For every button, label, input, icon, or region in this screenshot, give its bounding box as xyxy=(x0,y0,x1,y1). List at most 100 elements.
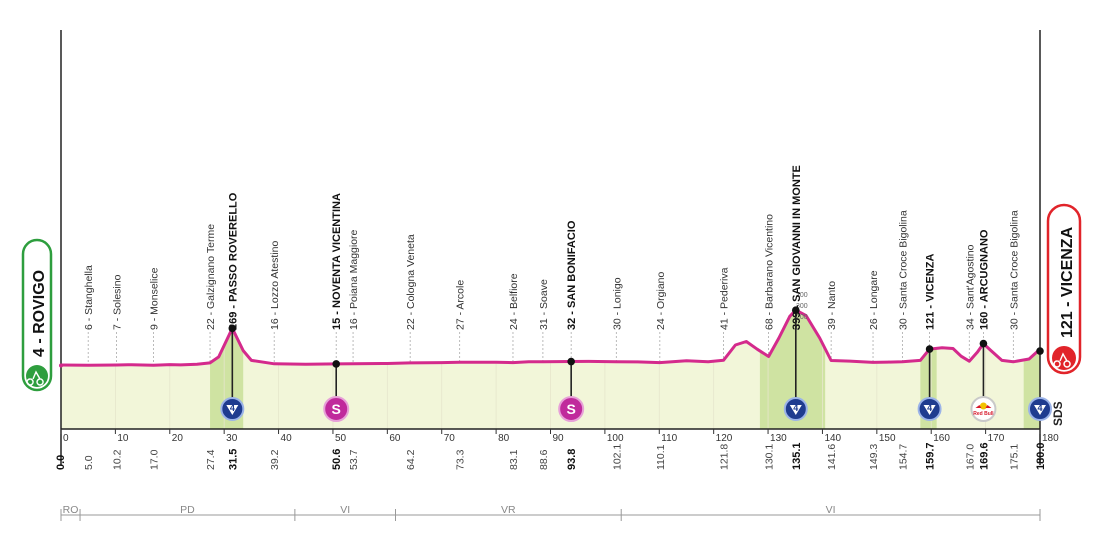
waypoint-label-21: 121 - VICENZA xyxy=(925,254,937,330)
finish-marker: 121 - VICENZA xyxy=(1046,203,1082,375)
waypoint-label-9: 27 - Arcole xyxy=(455,280,467,330)
waypoint-label-12: 32 - SAN BONIFACIO xyxy=(566,220,578,330)
waypoint-label-4: 269 - PASSO ROVERELLO xyxy=(227,192,239,330)
waypoint-label-6: 15 - NOVENTA VICENTINA xyxy=(331,193,343,330)
elevation-scale-label-0: 200 xyxy=(796,292,808,299)
x-tick-label-80: 80 xyxy=(498,433,510,444)
province-label-3: VR xyxy=(501,504,516,516)
badge-21-mountain-icon xyxy=(923,405,936,415)
badge-6-label: S xyxy=(332,401,341,417)
waypoint-label-7: 16 - Poiana Maggiore xyxy=(348,229,360,330)
badge-23-label: Red Bull xyxy=(973,411,994,417)
waypoint-label-20: 30 - Santa Croce Bigolina xyxy=(897,210,909,330)
profile-line xyxy=(60,308,1042,367)
waypoint-km-17: 135.1 xyxy=(791,442,803,470)
waypoint-label-15: 41 - Pederiva xyxy=(718,267,730,330)
waypoint-dot-21 xyxy=(925,345,934,353)
waypoint-km-19: 149.3 xyxy=(868,444,880,470)
finish-gpm-label: 4 xyxy=(1037,403,1042,413)
waypoint-label-10: 24 - Belfiore xyxy=(508,273,520,330)
start-dot xyxy=(59,363,63,368)
waypoint-km-7: 53.7 xyxy=(348,449,360,470)
waypoint-label-2: 9 - Monselice xyxy=(148,267,160,330)
start-badge xyxy=(21,238,53,392)
waypoint-km-6: 50.6 xyxy=(331,449,343,470)
waypoint-km-4: 31.5 xyxy=(227,449,239,470)
waypoint-km-5: 39.2 xyxy=(269,449,281,470)
elevation-scale-label-3: 0 xyxy=(796,325,800,332)
waypoint-label-23: 160 - ARCUGNANO xyxy=(978,229,990,330)
waypoint-km-21: 159.7 xyxy=(925,442,937,470)
x-tick-label-170: 170 xyxy=(988,433,1005,444)
badge-17-mountain-icon xyxy=(789,405,802,415)
finish-dot xyxy=(1036,347,1044,355)
x-tick-label-180: 180 xyxy=(1042,433,1059,444)
x-tick-label-110: 110 xyxy=(661,433,677,444)
waypoint-label-11: 31 - Soave xyxy=(538,279,550,330)
waypoint-label-19: 26 - Longare xyxy=(868,270,880,330)
badge-6-icon xyxy=(323,396,350,422)
waypoint-km-24: 175.1 xyxy=(1008,444,1020,470)
waypoint-km-16: 130.1 xyxy=(764,444,776,470)
waypoint-label-3: 22 - Galzignano Terme xyxy=(205,224,217,330)
x-tick-label-20: 20 xyxy=(172,433,184,444)
finish-sds-label: SDS xyxy=(1051,401,1065,426)
waypoint-label-1: 7 - Solesino xyxy=(111,274,123,330)
badge-12-label: S xyxy=(566,401,575,417)
waypoint-km-3: 27.4 xyxy=(205,449,217,470)
finish-gpm-mountain-icon xyxy=(1034,405,1046,415)
waypoint-dot-6 xyxy=(332,360,341,368)
finish-bike-icon-glyph xyxy=(1053,352,1071,368)
waypoint-label-18: 39 - Nanto xyxy=(826,281,838,330)
province-label-4: VI xyxy=(826,504,836,516)
badge-23-sun-icon xyxy=(979,402,987,410)
waypoint-label-16: 68 - Barbarano Vicentino xyxy=(764,214,776,330)
x-tick-label-150: 150 xyxy=(879,433,896,444)
badge-12-icon xyxy=(558,396,585,422)
x-tick-label-0: 0 xyxy=(63,433,69,444)
start-label: 4 - ROVIGO xyxy=(31,270,48,357)
x-tick-label-70: 70 xyxy=(444,433,456,444)
elevation-scale-label-1: 300 xyxy=(796,303,808,310)
start-km-label: 0.0 xyxy=(55,455,67,470)
x-tick-label-130: 130 xyxy=(770,433,787,444)
x-tick-label-140: 140 xyxy=(824,433,841,444)
province-label-1: PD xyxy=(180,504,195,516)
waypoint-label-22: 34 - Sant'Agostino xyxy=(964,244,976,330)
badge-21-label: 4 xyxy=(927,403,932,413)
waypoint-dot-4 xyxy=(228,324,237,333)
waypoint-label-14: 24 - Orgiano xyxy=(655,271,667,330)
x-tick-label-120: 120 xyxy=(716,433,733,444)
badge-4-label: 4 xyxy=(230,403,235,413)
waypoint-km-8: 64.2 xyxy=(405,449,417,470)
badge-17-label: 4 xyxy=(793,403,798,413)
waypoint-km-12: 93.8 xyxy=(566,449,578,470)
waypoint-km-20: 154.7 xyxy=(897,444,909,470)
waypoint-km-18: 141.6 xyxy=(826,444,838,470)
waypoint-label-8: 22 - Cologna Veneta xyxy=(405,234,417,330)
waypoint-dot-12 xyxy=(567,357,575,366)
finish-badge xyxy=(1046,203,1082,375)
waypoint-dot-23 xyxy=(979,339,988,348)
waypoint-km-22: 167.0 xyxy=(964,444,976,470)
start-bike-icon-glyph xyxy=(26,370,44,386)
waypoint-label-0: 6 - Stanghella xyxy=(83,265,95,330)
waypoint-km-14: 110.1 xyxy=(655,444,667,470)
waypoint-km-1: 10.2 xyxy=(111,449,123,470)
x-tick-label-60: 60 xyxy=(389,433,401,444)
waypoint-label-24: 30 - Santa Croce Bigolina xyxy=(1008,210,1020,330)
waypoint-km-23: 169.6 xyxy=(978,442,990,470)
waypoint-km-9: 73.3 xyxy=(455,449,467,470)
waypoint-km-0: 5.0 xyxy=(83,455,95,470)
finish-km-label: 180.0 xyxy=(1035,442,1047,470)
waypoint-km-13: 102.1 xyxy=(611,444,623,470)
waypoint-km-10: 83.1 xyxy=(508,449,520,470)
badge-4-mountain-icon xyxy=(226,405,239,415)
province-label-2: VI xyxy=(340,504,350,516)
waypoint-label-17: 399 - SAN GIOVANNI IN MONTE xyxy=(791,165,803,330)
x-tick-label-10: 10 xyxy=(117,433,129,444)
start-marker: 4 - ROVIGO xyxy=(21,238,53,392)
elevation-scale-label-2: 200 xyxy=(796,314,808,321)
